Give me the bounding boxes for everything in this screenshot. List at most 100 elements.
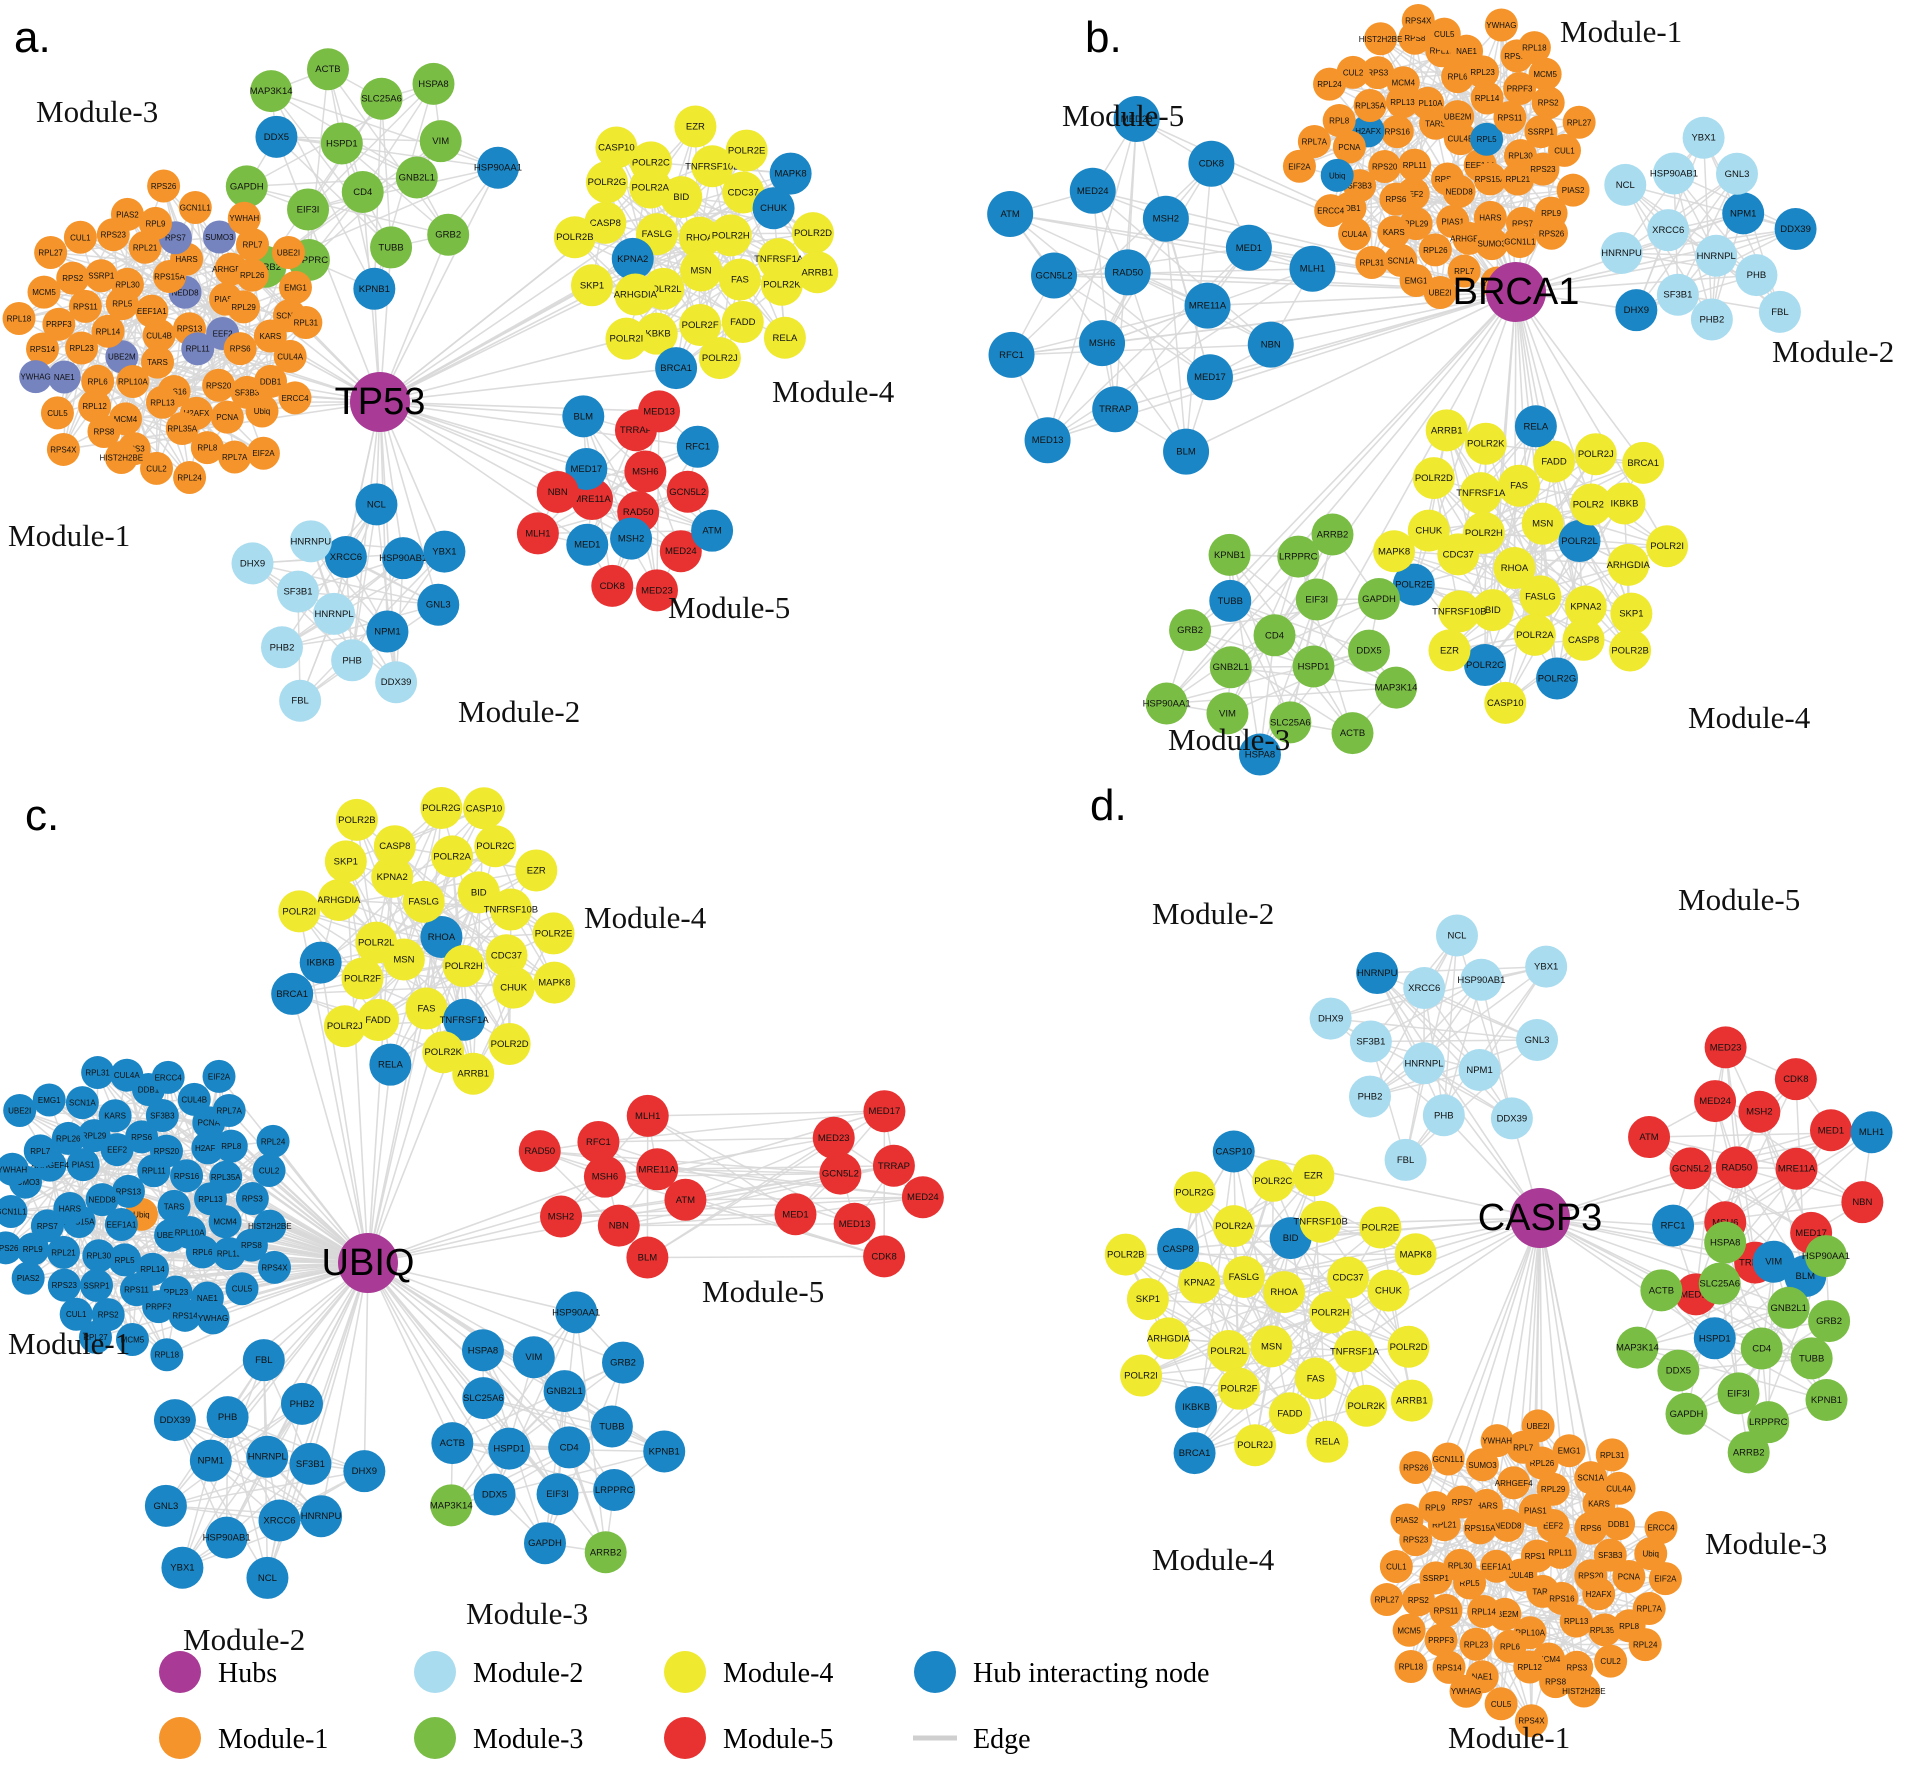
gene-node-circle[interactable] xyxy=(116,365,150,399)
gene-node-circle[interactable] xyxy=(489,888,532,931)
node-BRCA1[interactable]: BRCA1 xyxy=(1622,441,1665,484)
gene-node-circle[interactable] xyxy=(78,1320,112,1354)
gene-node-circle[interactable] xyxy=(366,610,409,653)
gene-node-circle[interactable] xyxy=(1740,1327,1783,1370)
gene-node-circle[interactable] xyxy=(355,921,398,964)
gene-node-circle[interactable] xyxy=(87,414,121,448)
node-RPL24[interactable]: RPL24 xyxy=(1628,1628,1662,1662)
gene-node-circle[interactable] xyxy=(1313,67,1347,101)
node-RPS23[interactable]: RPS23 xyxy=(47,1268,81,1302)
node-RPL13[interactable]: RPL13 xyxy=(145,385,179,419)
node-MAPK8[interactable]: MAPK8 xyxy=(769,152,812,195)
gene-node-circle[interactable] xyxy=(181,332,215,366)
gene-node-circle[interactable] xyxy=(1188,140,1235,187)
node-FASLG[interactable]: FASLG xyxy=(1519,575,1562,618)
node-DHX9[interactable]: DHX9 xyxy=(1309,997,1352,1040)
gene-node-circle[interactable] xyxy=(53,1191,87,1225)
node-RPS20[interactable]: RPS20 xyxy=(202,368,236,402)
node-RPS14[interactable]: RPS14 xyxy=(26,332,60,366)
node-ATM[interactable]: ATM xyxy=(1628,1116,1671,1159)
node-PHB2[interactable]: PHB2 xyxy=(280,1382,323,1425)
node-POLR2D[interactable]: POLR2D xyxy=(488,1022,531,1065)
node-RPL35A[interactable]: RPL35A xyxy=(1353,88,1387,122)
node-EEF1A1[interactable]: EEF1A1 xyxy=(135,294,169,328)
gene-node-circle[interactable] xyxy=(863,1090,906,1133)
gene-node-circle[interactable] xyxy=(402,880,445,923)
gene-node-circle[interactable] xyxy=(80,1268,114,1302)
node-KPNB1[interactable]: KPNB1 xyxy=(643,1430,686,1473)
gene-node-circle[interactable] xyxy=(1438,590,1481,633)
node-ERCC4[interactable]: ERCC4 xyxy=(151,1060,185,1094)
gene-node-circle[interactable] xyxy=(317,879,360,922)
node-HNRNPU[interactable]: HNRNPU xyxy=(1356,952,1399,995)
gene-node-circle[interactable] xyxy=(1292,645,1335,688)
gene-node-circle[interactable] xyxy=(1484,681,1527,724)
gene-node-circle[interactable] xyxy=(271,236,305,270)
gene-node-circle[interactable] xyxy=(210,400,244,434)
gene-node-circle[interactable] xyxy=(47,360,81,394)
gene-node-circle[interactable] xyxy=(1186,354,1233,401)
gene-node-circle[interactable] xyxy=(1533,440,1576,483)
gene-node-circle[interactable] xyxy=(1387,1325,1430,1368)
gene-node-circle[interactable] xyxy=(1394,1650,1428,1684)
node-RPL23[interactable]: RPL23 xyxy=(1459,1627,1493,1661)
node-RPS11[interactable]: RPS11 xyxy=(1493,101,1527,135)
node-UBE2I[interactable]: UBE2I xyxy=(1521,1409,1555,1443)
gene-node-circle[interactable] xyxy=(1092,386,1139,433)
node-KPNB1[interactable]: KPNB1 xyxy=(1805,1379,1848,1422)
gene-node-circle[interactable] xyxy=(431,835,474,878)
gene-node-circle[interactable] xyxy=(1175,1385,1218,1428)
node-ARHGDIA[interactable]: ARHGDIA xyxy=(1607,543,1651,586)
node-EZR[interactable]: EZR xyxy=(674,105,717,148)
node-CD4[interactable]: CD4 xyxy=(1740,1327,1783,1370)
gene-node-circle[interactable] xyxy=(1767,1286,1810,1329)
node-YBX1[interactable]: YBX1 xyxy=(1682,116,1725,159)
gene-node-circle[interactable] xyxy=(515,849,558,892)
node-RFC1[interactable]: RFC1 xyxy=(1652,1204,1695,1247)
gene-node-circle[interactable] xyxy=(629,141,672,184)
gene-node-circle[interactable] xyxy=(570,264,613,307)
node-UBE2I[interactable]: UBE2I xyxy=(3,1093,37,1127)
node-ACTB[interactable]: ACTB xyxy=(1640,1269,1683,1312)
gene-node-circle[interactable] xyxy=(66,1148,100,1182)
node-YBX1[interactable]: YBX1 xyxy=(161,1546,204,1589)
gene-node-circle[interactable] xyxy=(1694,1080,1737,1123)
gene-node-circle[interactable] xyxy=(1253,614,1296,657)
gene-node-circle[interactable] xyxy=(1574,433,1617,476)
node-YWHAG[interactable]: YWHAG xyxy=(196,1301,230,1335)
node-PHB2[interactable]: PHB2 xyxy=(1690,298,1733,341)
gene-node-circle[interactable] xyxy=(289,306,323,340)
gene-node-circle[interactable] xyxy=(1309,997,1352,1040)
node-FAS[interactable]: FAS xyxy=(1498,464,1541,507)
gene-node-circle[interactable] xyxy=(1225,224,1272,271)
gene-node-circle[interactable] xyxy=(1615,289,1658,332)
node-EMG1[interactable]: EMG1 xyxy=(32,1083,66,1117)
node-HNRNPL[interactable]: HNRNPL xyxy=(313,592,356,635)
gene-node-circle[interactable] xyxy=(420,787,463,830)
gene-node-circle[interactable] xyxy=(46,1235,80,1269)
gene-node-circle[interactable] xyxy=(202,1059,236,1093)
node-CUL2[interactable]: CUL2 xyxy=(252,1154,286,1188)
node-CUL4B[interactable]: CUL4B xyxy=(177,1082,211,1116)
gene-node-circle[interactable] xyxy=(1758,290,1801,333)
node-POLR2G[interactable]: POLR2G xyxy=(420,787,463,830)
gene-node-circle[interactable] xyxy=(518,1130,561,1173)
node-MSH6[interactable]: MSH6 xyxy=(583,1155,626,1198)
gene-node-circle[interactable] xyxy=(254,364,288,398)
gene-node-circle[interactable] xyxy=(235,1182,269,1216)
node-YWHAG[interactable]: YWHAG xyxy=(19,360,53,394)
gene-node-circle[interactable] xyxy=(1594,1644,1628,1678)
node-GNB2L1[interactable]: GNB2L1 xyxy=(1209,646,1252,689)
node-SLC25A6[interactable]: SLC25A6 xyxy=(462,1377,505,1420)
node-TUBB[interactable]: TUBB xyxy=(1209,579,1252,622)
gene-node-circle[interactable] xyxy=(78,389,112,423)
node-NBN[interactable]: NBN xyxy=(536,471,579,514)
node-ERCC4[interactable]: ERCC4 xyxy=(1314,194,1348,228)
gene-node-circle[interactable] xyxy=(1607,543,1650,586)
gene-node-circle[interactable] xyxy=(1338,217,1372,251)
node-RPL24[interactable]: RPL24 xyxy=(256,1124,290,1158)
gene-node-circle[interactable] xyxy=(231,542,274,585)
gene-node-circle[interactable] xyxy=(1850,1111,1893,1154)
gene-node-circle[interactable] xyxy=(165,412,199,446)
gene-node-circle[interactable] xyxy=(1460,958,1503,1001)
